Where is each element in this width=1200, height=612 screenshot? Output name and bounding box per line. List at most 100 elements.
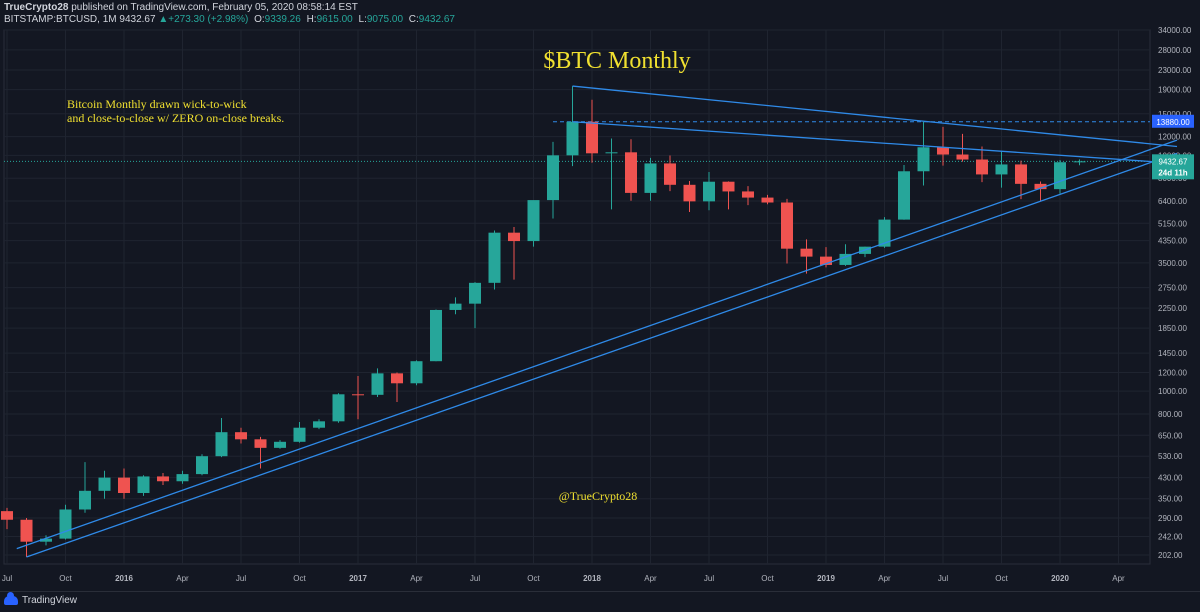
candle-body bbox=[176, 474, 189, 482]
candle-body bbox=[488, 232, 501, 283]
candle-body bbox=[527, 200, 540, 242]
trendline-upper-wick-resistance bbox=[572, 85, 1178, 148]
candle-body bbox=[508, 232, 520, 242]
low-value: 9075.00 bbox=[366, 14, 404, 25]
candle-body bbox=[820, 256, 832, 265]
x-tick-label: Apr bbox=[878, 574, 891, 583]
candle-body bbox=[995, 164, 1008, 175]
candle-body bbox=[898, 171, 910, 220]
resistance-label-bg bbox=[1152, 114, 1194, 128]
symbol-label[interactable]: BITSTAMP:BTCUSD, 1M bbox=[4, 14, 117, 25]
candle-body bbox=[703, 181, 715, 202]
trendline-upper-close-resistance bbox=[572, 121, 1178, 164]
change-value: +273.30 (+2.98%) bbox=[168, 14, 249, 25]
x-tick-label: Oct bbox=[59, 574, 72, 583]
candle-body bbox=[761, 197, 774, 203]
x-tick-label: Jul bbox=[470, 574, 480, 583]
candle-body bbox=[196, 456, 208, 475]
candle-body bbox=[839, 253, 852, 265]
candle-body bbox=[917, 147, 930, 172]
candle-body bbox=[1073, 161, 1086, 163]
candle-body bbox=[605, 152, 618, 154]
x-tick-label: 2019 bbox=[817, 574, 835, 583]
y-tick-label: 3500.00 bbox=[1158, 259, 1187, 268]
candle-body bbox=[1034, 183, 1047, 190]
candle-body bbox=[391, 373, 403, 384]
x-tick-label: Jul bbox=[2, 574, 12, 583]
y-tick-label: 15000.00 bbox=[1158, 110, 1192, 119]
y-tick-label: 23000.00 bbox=[1158, 66, 1192, 75]
high-label: H: bbox=[306, 14, 317, 25]
candlestick-chart[interactable]: 202.00 242.00 290.00 350.00 430.00 530.00 650.… bbox=[0, 26, 1200, 591]
candle-body bbox=[235, 432, 247, 440]
y-tick-label: 800.00 bbox=[1158, 410, 1183, 419]
candle-body bbox=[1054, 162, 1066, 190]
candle-body bbox=[40, 538, 52, 542]
x-tick-label: Oct bbox=[293, 574, 306, 583]
up-arrow-icon: ▲ bbox=[158, 14, 169, 25]
candle-body bbox=[722, 181, 735, 192]
trendline-lower-support-2 bbox=[26, 152, 1178, 558]
candle-body bbox=[118, 477, 130, 494]
current-price-label: 9432.67 bbox=[1159, 157, 1188, 166]
close-value: 9432.67 bbox=[418, 14, 455, 25]
candle-body bbox=[274, 441, 286, 448]
x-tick-label: Apr bbox=[644, 574, 657, 583]
publish-text: published on TradingView.com, February 0… bbox=[71, 2, 358, 13]
candle-body bbox=[956, 154, 969, 160]
x-tick-label: Jul bbox=[236, 574, 246, 583]
candle-body bbox=[781, 202, 793, 249]
footer-bar: TradingView bbox=[0, 591, 1200, 612]
candle-body bbox=[878, 219, 891, 247]
publish-info: TrueCrypto28 published on TradingView.co… bbox=[4, 2, 358, 13]
candle-body bbox=[449, 303, 462, 310]
y-tick-label: 530.00 bbox=[1158, 452, 1183, 461]
y-tick-label: 202.00 bbox=[1158, 551, 1183, 560]
close-label: C: bbox=[408, 14, 419, 25]
y-tick-label: 1450.00 bbox=[1158, 349, 1187, 358]
chart-header: TrueCrypto28 published on TradingView.co… bbox=[0, 0, 1200, 26]
tradingview-logo-icon bbox=[4, 592, 18, 605]
candle-body bbox=[800, 248, 813, 257]
author-name[interactable]: TrueCrypto28 bbox=[4, 2, 69, 13]
y-tick-label: 28000.00 bbox=[1158, 46, 1192, 55]
candle-body bbox=[313, 421, 325, 428]
candle-body bbox=[937, 147, 949, 155]
candle-body bbox=[410, 361, 423, 384]
resistance-price-label: 13880.00 bbox=[1156, 118, 1190, 127]
low-label: L: bbox=[358, 14, 367, 25]
trendline-lower-support-1 bbox=[16, 139, 1178, 550]
y-tick-label: 6400.00 bbox=[1158, 197, 1187, 206]
x-tick-label: Jul bbox=[938, 574, 948, 583]
watermark-handle: @TrueCrypto28 bbox=[559, 489, 638, 503]
x-tick-label: Apr bbox=[176, 574, 189, 583]
x-tick-label: Oct bbox=[761, 574, 774, 583]
y-tick-label: 1200.00 bbox=[1158, 369, 1187, 378]
candle-body bbox=[157, 476, 169, 482]
y-tick-label: 650.00 bbox=[1158, 431, 1183, 440]
open-value: 9339.26 bbox=[264, 14, 301, 25]
candle-body bbox=[683, 184, 696, 202]
candle-body bbox=[664, 163, 676, 185]
x-tick-label: Apr bbox=[410, 574, 423, 583]
candle-body bbox=[1015, 164, 1027, 184]
brand-label: TradingView bbox=[22, 595, 78, 606]
y-tick-label: 1850.00 bbox=[1158, 324, 1187, 333]
chart-title: $BTC Monthly bbox=[543, 48, 690, 74]
x-tick-label: Oct bbox=[527, 574, 540, 583]
candle-body bbox=[137, 476, 150, 494]
tradingview-brand[interactable]: TradingView bbox=[4, 592, 78, 606]
plot-area bbox=[3, 29, 1151, 565]
candle-body bbox=[625, 152, 637, 193]
y-tick-label: 1000.00 bbox=[1158, 387, 1187, 396]
annotation-line-1: Bitcoin Monthly drawn wick-to-wick bbox=[67, 97, 247, 111]
y-tick-label: 242.00 bbox=[1158, 532, 1183, 541]
x-tick-label: Apr bbox=[1112, 574, 1125, 583]
x-tick-label: 2016 bbox=[115, 574, 133, 583]
candle-body bbox=[566, 121, 579, 156]
y-tick-label: 430.00 bbox=[1158, 474, 1183, 483]
candle-body bbox=[98, 477, 111, 491]
candle-body bbox=[371, 373, 384, 395]
candle-body bbox=[215, 432, 228, 457]
candle-body bbox=[547, 155, 559, 201]
